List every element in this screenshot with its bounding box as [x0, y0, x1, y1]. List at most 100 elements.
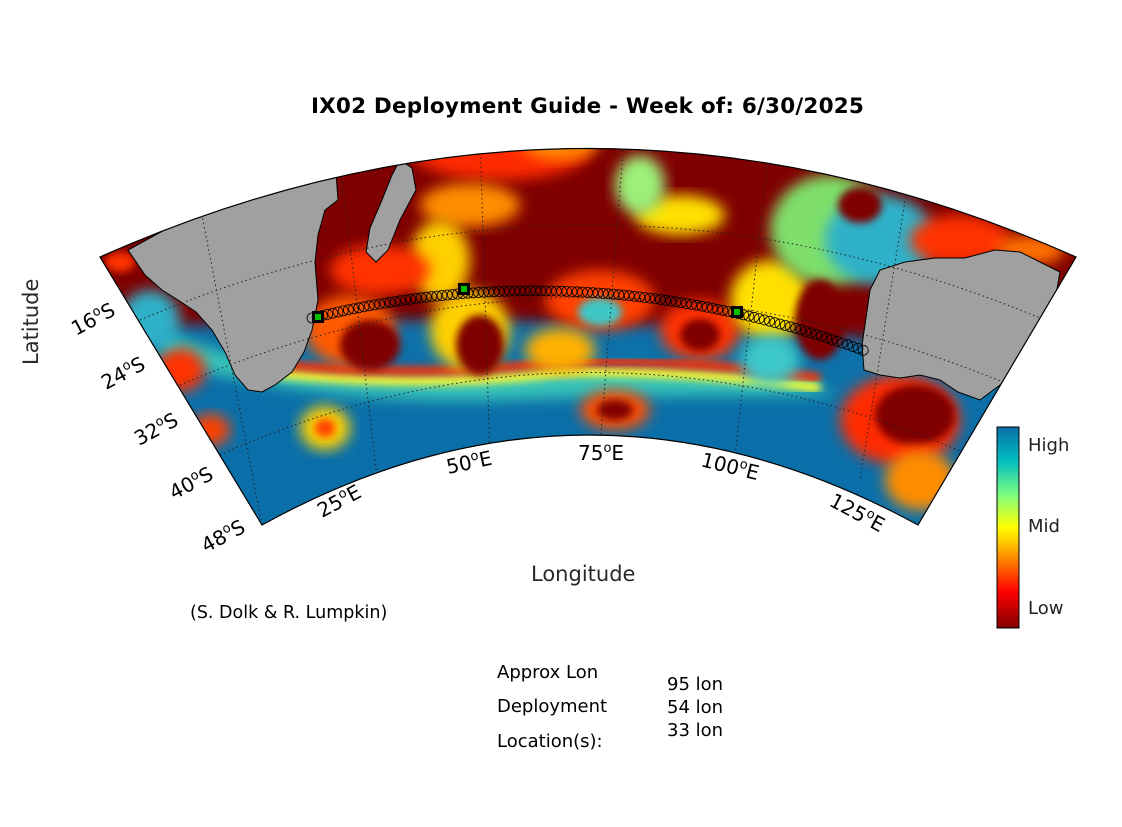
map-frame [99, 147, 1077, 526]
track-point [426, 291, 438, 303]
track-point [368, 299, 380, 311]
ylabel: Latitude [19, 278, 43, 365]
track-point [852, 342, 864, 354]
track-point [566, 286, 578, 298]
track-point [348, 303, 360, 315]
colorbar-high-label: High [1028, 435, 1070, 456]
deployment-marker-54[interactable] [458, 283, 470, 295]
track-point [717, 304, 729, 316]
track-point [821, 332, 833, 344]
track-point [420, 291, 432, 303]
deployment-label-line2: Deployment [497, 696, 608, 717]
page-title: IX02 Deployment Guide - Week of: 6/30/20… [310, 94, 865, 119]
deployment-label-line3: Location(s): [497, 731, 603, 752]
track-point [686, 298, 697, 310]
track-point [665, 295, 677, 307]
track-point [639, 292, 651, 303]
track-point [603, 288, 614, 300]
track-point [561, 285, 573, 297]
track-point [358, 301, 370, 313]
lat-tick-16: 16oS [67, 298, 119, 341]
track-point [556, 285, 567, 297]
colorbar-low-label: Low [1028, 598, 1064, 619]
track-point [342, 304, 354, 316]
track-point [681, 298, 692, 309]
deployment-marker-95[interactable] [731, 306, 743, 318]
track-point [608, 288, 619, 300]
track-point [577, 286, 588, 298]
track-point [847, 341, 859, 353]
track-point [753, 313, 765, 325]
track-point [405, 293, 417, 305]
track-point [842, 339, 853, 351]
track-point [363, 300, 375, 312]
track-point [582, 286, 593, 298]
track-point [769, 317, 781, 329]
deployment-marker-33[interactable] [312, 311, 324, 323]
track-point [675, 297, 687, 309]
xlabel: Longitude [531, 562, 636, 586]
track-point [436, 290, 448, 301]
track-point [649, 293, 661, 305]
deployment-value-2: 54 lon [667, 697, 724, 718]
track-point [800, 325, 812, 337]
track-point [831, 335, 843, 347]
track-point [790, 322, 801, 334]
track-point [837, 337, 848, 349]
ocean-field [100, 148, 1076, 525]
track-point [431, 290, 443, 302]
track-point [618, 289, 630, 301]
colorbar [996, 426, 1020, 629]
deployment-value-1: 95 lon [667, 674, 724, 695]
track-point [545, 285, 557, 297]
track-point [337, 305, 349, 317]
track-point [504, 285, 516, 297]
track-point [707, 302, 718, 314]
track-point [670, 296, 682, 308]
track-point [748, 311, 760, 323]
track-point [374, 298, 386, 310]
track-point [415, 292, 427, 304]
track-point [384, 296, 396, 308]
track-point [327, 307, 339, 319]
track-point [779, 319, 791, 331]
track-point [571, 286, 583, 298]
track-point [535, 285, 547, 297]
track-point [759, 314, 770, 326]
track-point [353, 302, 365, 314]
track-point [764, 315, 775, 327]
track-point [623, 290, 635, 302]
track-point [795, 324, 807, 336]
deployment-value-3: 33 lon [667, 720, 724, 741]
track-point [472, 287, 484, 298]
track-point [805, 327, 817, 339]
track-point [613, 289, 625, 301]
track-point [644, 292, 656, 304]
land-madagascar [365, 159, 417, 263]
lat-tick-48: 48oS [197, 515, 249, 558]
track-point [816, 330, 827, 342]
track-point [530, 285, 541, 297]
track-point [696, 300, 708, 312]
track-point [597, 287, 609, 299]
track-point [655, 294, 666, 305]
track-point [540, 285, 552, 297]
track-point [743, 310, 755, 322]
track-point [857, 344, 869, 356]
track-point [634, 291, 645, 303]
track-point [498, 285, 510, 297]
track-point [712, 303, 723, 315]
track-point [514, 285, 526, 297]
track-point [785, 321, 796, 333]
track-point [660, 294, 671, 306]
track-point [811, 329, 822, 340]
track-point [400, 294, 412, 306]
track-point [389, 296, 401, 307]
track-point [446, 289, 458, 300]
track-point [394, 295, 406, 307]
track-point [691, 299, 703, 311]
track-point [629, 290, 640, 302]
track-point [551, 285, 562, 297]
track-point [774, 318, 786, 330]
